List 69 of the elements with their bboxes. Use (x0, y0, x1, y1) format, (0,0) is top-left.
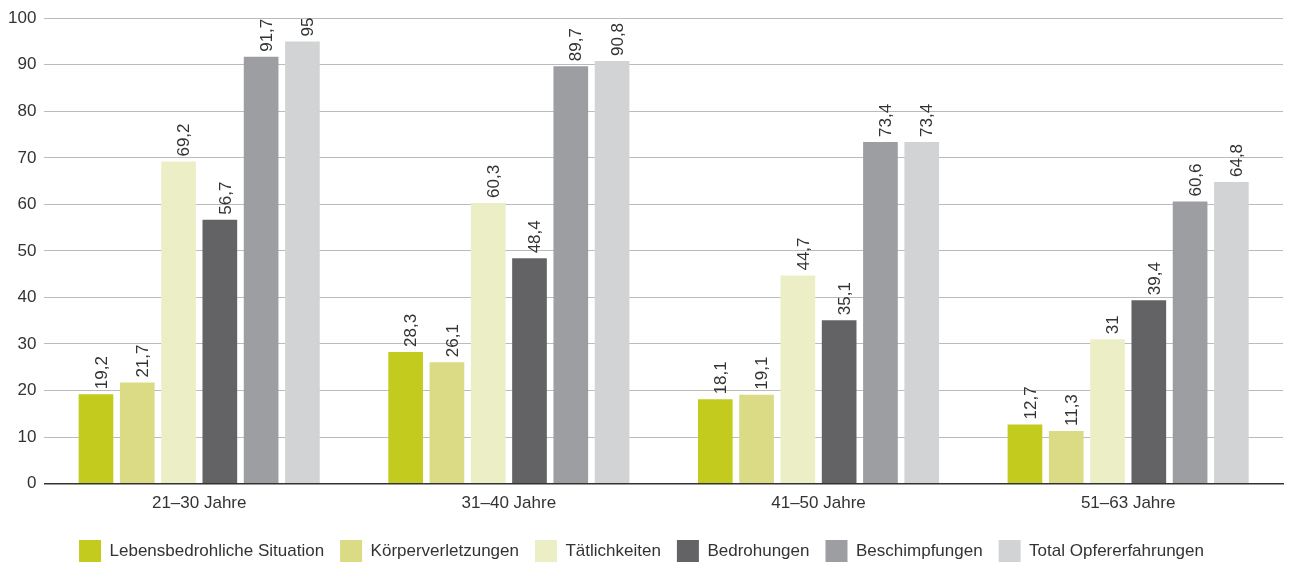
data-label: 73,4 (917, 103, 937, 137)
bar (697, 399, 733, 484)
data-label: 26,1 (442, 324, 462, 358)
data-label: 60,3 (483, 164, 503, 198)
bar (594, 61, 630, 484)
x-tick-label: 21–30 Jahre (151, 493, 247, 513)
y-tick-label: 10 (17, 426, 37, 446)
bar (202, 219, 238, 484)
data-label: 28,3 (401, 313, 421, 347)
bar (243, 56, 279, 484)
data-label: 19,1 (752, 356, 772, 390)
data-label: 60,6 (1185, 163, 1205, 197)
legend-label: Tätlichkeiten (565, 540, 661, 560)
legend-label: Total Opfererfahrungen (1029, 540, 1204, 560)
y-tick-label: 90 (17, 54, 37, 74)
legend-label: Lebensbedrohliche Situation (109, 540, 325, 560)
data-label: 11,3 (1061, 394, 1081, 427)
bar (1172, 201, 1208, 484)
data-label: 64,8 (1227, 143, 1247, 178)
y-tick-label: 50 (17, 240, 37, 260)
bar (1214, 182, 1249, 484)
bar (1090, 339, 1125, 484)
y-tick-label: 20 (17, 380, 37, 400)
data-label: 39,4 (1144, 262, 1164, 296)
y-tick-label: 30 (17, 333, 37, 353)
bar (470, 202, 506, 484)
bar (821, 320, 857, 484)
bar (119, 382, 155, 484)
bar (161, 161, 196, 484)
data-label: 69,2 (174, 123, 194, 157)
bar (388, 351, 423, 484)
data-label: 95 (298, 17, 318, 37)
data-label: 56,7 (215, 181, 235, 215)
data-label: 91,7 (256, 18, 276, 52)
bar (512, 258, 547, 484)
data-label: 18,1 (710, 361, 730, 395)
data-label: 19,2 (91, 356, 111, 390)
bar (780, 275, 816, 484)
data-label: 89,7 (566, 28, 586, 62)
bar (285, 41, 320, 484)
y-tick-label: 40 (17, 287, 37, 307)
x-tick-label: 51–63 Jahre (1080, 493, 1176, 513)
bar (553, 66, 589, 484)
data-label: 48,4 (525, 220, 545, 254)
bar (1131, 300, 1167, 484)
legend-label: Körperverletzungen (370, 540, 519, 560)
bar (1048, 431, 1084, 484)
x-tick-label: 41–50 Jahre (771, 493, 866, 513)
y-tick-label: 60 (17, 194, 37, 214)
data-label: 31 (1103, 315, 1123, 335)
bar (739, 394, 774, 484)
y-tick-label: 0 (26, 473, 37, 493)
data-label: 21,7 (132, 344, 152, 378)
data-label: 12,7 (1020, 386, 1040, 420)
data-label: 44,7 (793, 237, 813, 271)
bar (1007, 424, 1043, 484)
y-tick-label: 70 (17, 147, 37, 167)
data-label: 35,1 (834, 282, 854, 316)
bar (904, 142, 940, 484)
y-tick-label: 80 (17, 100, 37, 120)
x-tick-label: 31–40 Jahre (461, 493, 557, 513)
legend-label: Bedrohungen (707, 540, 810, 560)
bar (863, 142, 898, 484)
data-label: 90,8 (607, 22, 627, 57)
bar (78, 394, 114, 484)
legend-label: Beschimpfungen (855, 540, 983, 560)
data-label: 73,4 (876, 103, 896, 137)
bar (429, 362, 465, 484)
y-tick-label: 100 (7, 7, 37, 27)
